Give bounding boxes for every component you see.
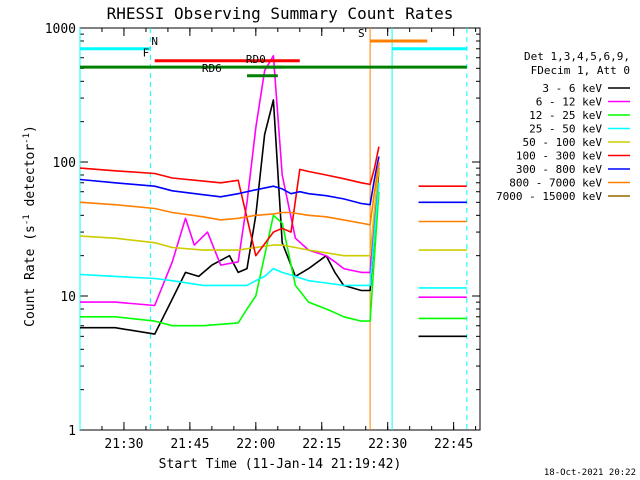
y-axis-label-sup2: -1 — [22, 133, 32, 144]
y-tick-label: 10 — [60, 290, 76, 305]
y-axis-label-end: ) — [23, 125, 38, 133]
series-line-3 — [79, 182, 467, 289]
annotation-label-2: F — [143, 47, 150, 60]
x-tick-label: 21:30 — [104, 437, 143, 452]
footer-date: 18-Oct-2021 20:22 — [544, 468, 636, 478]
legend-label-6: 300 - 800 keV — [516, 163, 602, 176]
x-tick-label: 22:30 — [368, 437, 407, 452]
legend-header-1: Det 1,3,4,5,6,9, — [524, 50, 630, 63]
series-line-5 — [79, 146, 467, 257]
series-line-7 — [79, 161, 467, 226]
legend-label-4: 50 - 100 keV — [523, 136, 603, 149]
legend-label-3: 25 - 50 keV — [529, 123, 602, 136]
legend-label-8: 7000 - 15000 keV — [496, 190, 602, 203]
x-tick-label: 22:15 — [302, 437, 341, 452]
y-axis-label-mid: detector — [23, 144, 38, 215]
legend-label-1: 6 - 12 keV — [536, 96, 603, 109]
annotation-label-5: RD6 — [202, 62, 222, 75]
series-line-1 — [80, 55, 467, 307]
x-axis-label: Start Time (11-Jan-14 21:19:42) — [159, 457, 402, 472]
annotation-label-4: RD0 — [246, 53, 266, 66]
annotation-label-0: N — [151, 35, 158, 48]
legend-label-5: 100 - 300 keV — [516, 150, 602, 163]
y-tick-label: 100 — [53, 156, 76, 171]
y-axis-label: Count Rate (s-1 detector-1) — [22, 125, 38, 327]
x-tick-label: 22:45 — [434, 437, 473, 452]
annotation-label-6: S — [358, 27, 365, 40]
y-axis-label-sup1: -1 — [22, 214, 32, 225]
legend-label-7: 800 - 7000 keV — [509, 177, 602, 190]
legend-label-0: 3 - 6 keV — [542, 82, 602, 95]
legend-label-2: 12 - 25 keV — [529, 109, 602, 122]
legend-header-2: FDecim 1, Att 0 — [531, 64, 630, 77]
series-line-2 — [80, 191, 467, 327]
x-tick-label: 21:45 — [170, 437, 209, 452]
series-line-4 — [79, 168, 467, 257]
x-tick-label: 22:00 — [236, 437, 275, 452]
y-tick-label: 1 — [68, 424, 76, 439]
chart-title: RHESSI Observing Summary Count Rates — [107, 4, 454, 23]
y-tick-label: 1000 — [45, 22, 76, 37]
y-axis-label-main: Count Rate (s — [23, 225, 38, 327]
series-line-6 — [79, 156, 467, 206]
